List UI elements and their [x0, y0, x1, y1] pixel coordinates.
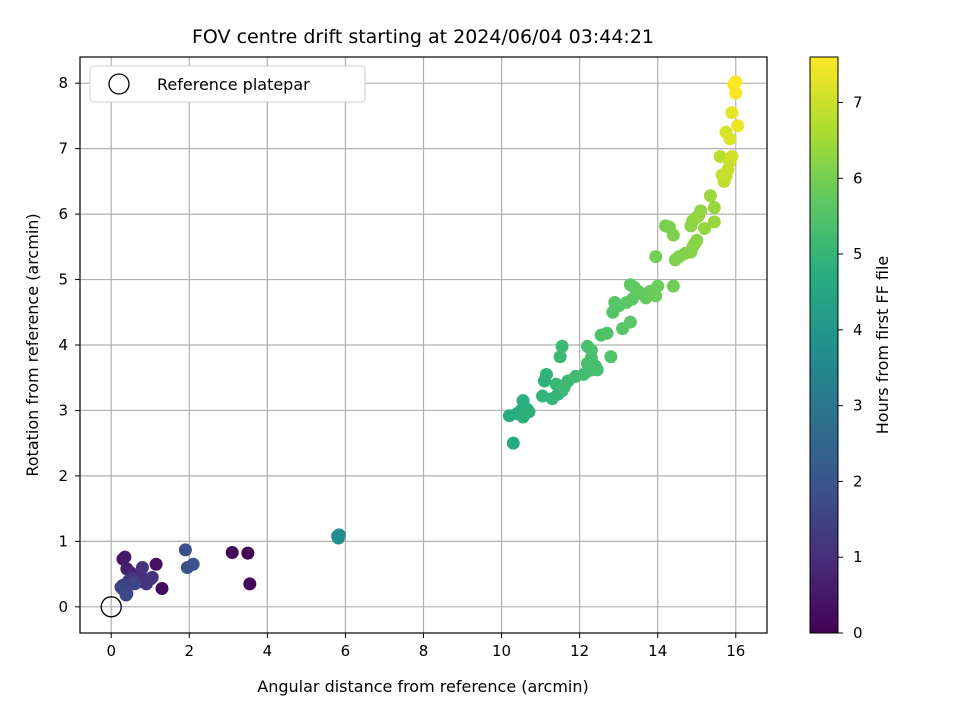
data-point [135, 561, 149, 575]
data-point [186, 557, 200, 571]
data-point [119, 588, 133, 602]
legend: Reference platepar [89, 65, 366, 103]
data-point [703, 189, 717, 203]
data-point [553, 350, 567, 364]
data-point [118, 550, 132, 564]
data-point [243, 577, 257, 591]
data-point [725, 149, 739, 163]
y-tick-label: 5 [58, 271, 68, 289]
data-point [690, 233, 704, 247]
data-point [698, 221, 712, 235]
x-tick-label: 6 [341, 642, 351, 660]
x-tick-label: 14 [648, 642, 667, 660]
colorbar-ticks: 0 1 2 3 4 5 6 7 [838, 93, 863, 642]
data-point [604, 350, 618, 364]
data-point [649, 289, 663, 303]
data-point [178, 543, 192, 557]
x-axis-ticks: 0 2 4 6 8 10 12 14 16 [106, 633, 745, 660]
data-point [723, 132, 737, 146]
data-point [506, 436, 520, 450]
data-point [600, 326, 614, 340]
y-axis-label: Rotation from reference (arcmin) [23, 213, 42, 476]
plot-frame [79, 56, 768, 634]
colorbar-tick-label: 6 [853, 169, 863, 187]
legend-entry-label: Reference platepar [157, 75, 310, 94]
colorbar-tick-label: 7 [853, 93, 863, 111]
y-tick-label: 1 [58, 532, 68, 550]
data-point [332, 528, 346, 542]
colorbar-gradient [809, 56, 839, 634]
data-point [155, 581, 169, 595]
x-axis-label: Angular distance from reference (arcmin) [257, 677, 588, 696]
data-point [707, 215, 721, 229]
data-point [692, 208, 706, 222]
data-point [666, 279, 680, 293]
legend-reference-marker [108, 73, 130, 95]
x-tick-label: 2 [185, 642, 195, 660]
colorbar-tick-label: 4 [853, 321, 863, 339]
legend-box [89, 65, 366, 103]
data-point [729, 75, 743, 89]
y-tick-label: 3 [58, 401, 68, 419]
data-point [729, 86, 743, 100]
data-point [731, 119, 745, 133]
data-point [713, 149, 727, 163]
y-tick-label: 2 [58, 467, 68, 485]
data-point [128, 577, 142, 591]
y-tick-label: 0 [58, 598, 68, 616]
data-point [651, 279, 665, 293]
data-point [522, 405, 536, 419]
y-tick-label: 4 [58, 336, 68, 354]
data-point [608, 295, 622, 309]
chart-title: FOV centre drift starting at 2024/06/04 … [192, 26, 654, 48]
data-point [241, 546, 255, 560]
data-point [623, 315, 637, 329]
data-point [707, 201, 721, 215]
colorbar: 0 1 2 3 4 5 6 7 Hours from first FF file [809, 56, 892, 642]
data-point [225, 545, 239, 559]
data-point [666, 228, 680, 242]
y-tick-label: 7 [58, 140, 68, 158]
grid-lines [80, 57, 767, 633]
data-point [536, 389, 550, 403]
data-point [725, 106, 739, 120]
data-point [584, 343, 598, 357]
data-point [149, 557, 163, 571]
colorbar-tick-label: 5 [853, 245, 863, 263]
colorbar-tick-label: 3 [853, 397, 863, 415]
colorbar-label: Hours from first FF file [873, 256, 892, 435]
data-points [114, 75, 745, 602]
x-tick-label: 0 [106, 642, 116, 660]
x-tick-label: 8 [419, 642, 429, 660]
x-tick-label: 4 [263, 642, 273, 660]
colorbar-tick-label: 0 [853, 624, 863, 642]
data-point [555, 339, 569, 353]
y-tick-label: 6 [58, 205, 68, 223]
y-axis-ticks: 0 1 2 3 4 5 6 7 8 [58, 74, 80, 616]
colorbar-tick-label: 1 [853, 548, 863, 566]
data-point [539, 367, 553, 381]
colorbar-tick-label: 2 [853, 472, 863, 490]
data-point [590, 363, 604, 377]
x-tick-label: 12 [570, 642, 589, 660]
y-tick-label: 8 [58, 74, 68, 92]
reference-marker-group [100, 596, 122, 618]
reference-marker [100, 596, 122, 618]
x-tick-label: 10 [492, 642, 511, 660]
x-tick-label: 16 [726, 642, 745, 660]
data-point [145, 570, 159, 584]
data-point [649, 250, 663, 264]
